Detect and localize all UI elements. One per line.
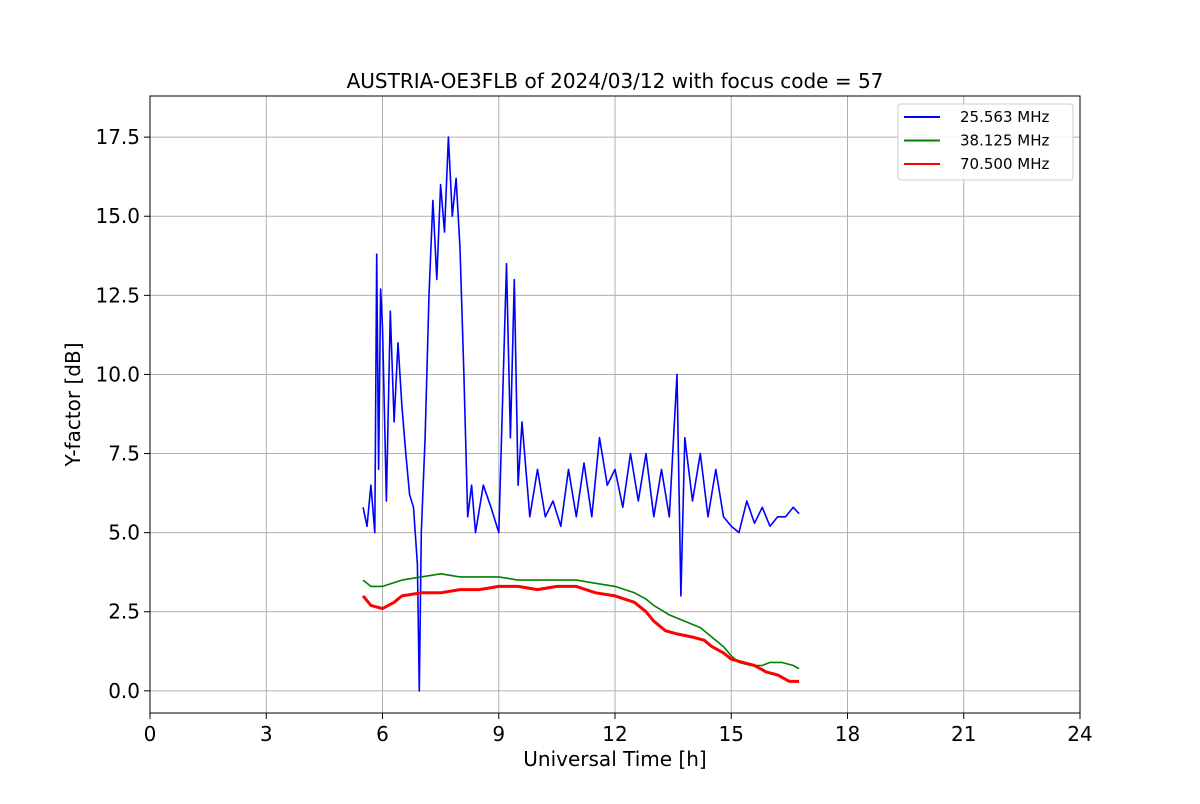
x-tick-label: 24 [1067,722,1092,746]
legend-box [897,103,1074,181]
y-axis-title: Y-factor [dB] [61,342,85,467]
x-tick-label: 0 [144,722,157,746]
y-tick-label: 10.0 [95,362,140,386]
x-axis-title: Universal Time [h] [523,747,706,771]
y-tick-label: 12.5 [95,283,140,307]
x-tick-label: 12 [602,722,627,746]
y-axis: 0.0 2.5 5.0 7.5 10.0 12.5 15.0 17.5 [95,125,150,703]
legend: 25.563 MHz 38.125 MHz 70.500 MHz [897,103,1074,181]
x-axis: 0 3 6 9 12 15 18 21 24 [144,713,1093,746]
y-tick-label: 2.5 [108,600,140,624]
legend-label: 25.563 MHz [960,108,1049,126]
x-tick-label: 15 [719,722,744,746]
legend-label: 70.500 MHz [960,155,1049,173]
legend-label: 38.125 MHz [960,132,1049,150]
x-tick-label: 18 [835,722,860,746]
y-tick-label: 0.0 [108,679,140,703]
chart-title: AUSTRIA-OE3FLB of 2024/03/12 with focus … [347,69,884,93]
series-line-3 [361,584,800,683]
y-tick-label: 15.0 [95,204,140,228]
y-tick-label: 5.0 [108,521,140,545]
x-tick-label: 9 [492,722,505,746]
x-tick-label: 3 [260,722,273,746]
x-tick-label: 21 [951,722,976,746]
x-tick-label: 6 [376,722,389,746]
series-line-1 [362,136,800,692]
y-tick-label: 17.5 [95,125,140,149]
plot-area [361,136,800,692]
y-tick-label: 7.5 [108,442,140,466]
